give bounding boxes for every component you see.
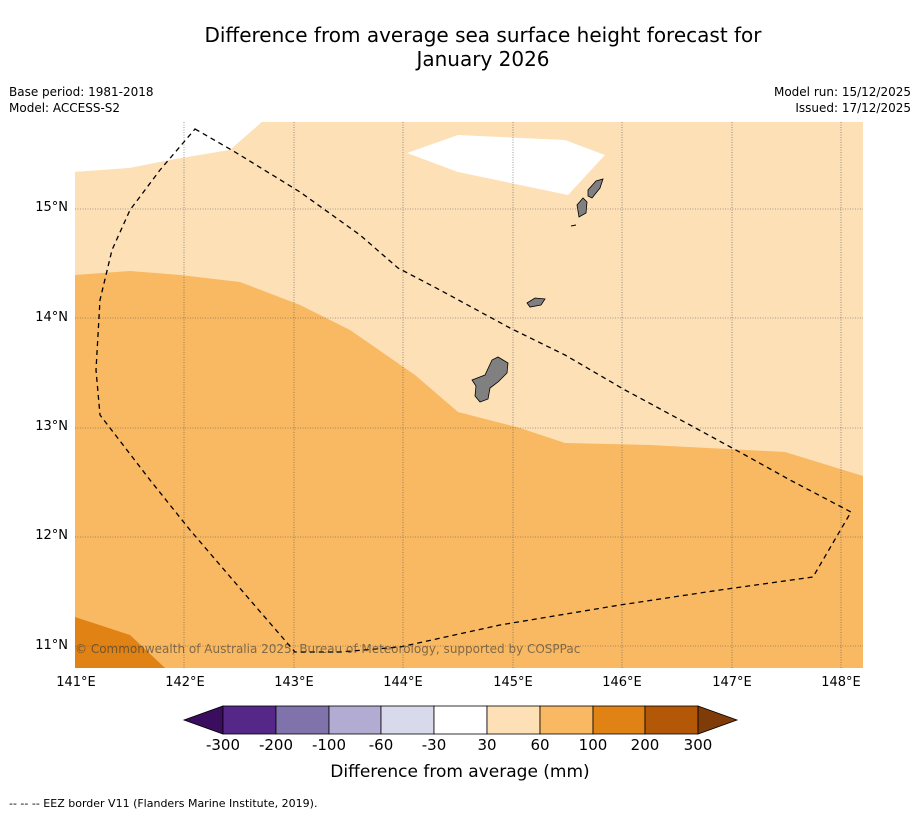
colorbar-label-neg300: -300 — [205, 736, 241, 754]
lon-tick-142: 142°E — [165, 675, 205, 690]
meta-left: Base period: 1981-2018 Model: ACCESS-S2 — [9, 84, 154, 116]
rota-island — [526, 297, 546, 308]
colorbar-bin-100-200 — [592, 705, 646, 735]
lon-tick-148: 148°E — [821, 675, 861, 690]
model-run: Model run: 15/12/2025 — [773, 85, 911, 99]
aguijan-island — [570, 224, 577, 227]
colorbar-extend-low — [182, 705, 224, 735]
colorbar-label-neg100: -100 — [311, 736, 347, 754]
copyright-text: © Commonwealth of Australia 2025, Bureau… — [75, 642, 580, 656]
lat-tick-11: 11°N — [35, 638, 68, 653]
colorbar-label-300: 300 — [683, 736, 713, 754]
map-title: Difference from average sea surface heig… — [133, 23, 833, 71]
anomaly-neutral-region-north — [407, 135, 605, 195]
guam-island — [471, 356, 509, 403]
colorbar-bin-neg100-neg60 — [328, 705, 382, 735]
colorbar-bin-200-300 — [644, 705, 699, 735]
colorbar-label-100: 100 — [578, 736, 608, 754]
lat-tick-14: 14°N — [35, 310, 68, 325]
lat-tick-15: 15°N — [35, 200, 68, 215]
colorbar-extend-high — [697, 705, 739, 735]
colorbar-bin-neg60-neg30 — [380, 705, 435, 735]
colorbar-label-30: 30 — [477, 736, 497, 754]
colorbar-bin-neg200-neg100 — [275, 705, 330, 735]
title-line-2: January 2026 — [416, 47, 550, 71]
colorbar-bin-60-100 — [539, 705, 594, 735]
model-name: Model: ACCESS-S2 — [9, 101, 121, 115]
colorbar-bin-neg30-30 — [433, 705, 488, 735]
anomaly-neutral-region-west — [75, 122, 262, 172]
eez-footnote: -- -- -- EEZ border V11 (Flanders Marine… — [9, 797, 318, 810]
map-area: © Commonwealth of Australia 2025, Bureau… — [75, 122, 863, 668]
lon-tick-146: 146°E — [602, 675, 642, 690]
issued-date: Issued: 17/12/2025 — [795, 101, 911, 115]
saipan-island — [587, 178, 604, 199]
colorbar-label-neg200: -200 — [258, 736, 294, 754]
colorbar — [182, 705, 739, 735]
graticule — [75, 122, 863, 668]
lon-tick-144: 144°E — [383, 675, 423, 690]
colorbar-label-neg30: -30 — [421, 736, 447, 754]
colorbar-label-neg60: -60 — [368, 736, 394, 754]
tinian-island — [576, 197, 588, 218]
lon-tick-141: 141°E — [56, 675, 96, 690]
title-line-1: Difference from average sea surface heig… — [204, 23, 762, 47]
colorbar-title: Difference from average (mm) — [330, 762, 590, 782]
colorbar-bin-30-60 — [486, 705, 541, 735]
lon-tick-145: 145°E — [493, 675, 533, 690]
anomaly-200-300-region — [75, 617, 165, 668]
colorbar-bin-neg300-neg200 — [222, 705, 277, 735]
lon-tick-147: 147°E — [712, 675, 752, 690]
meta-right: Model run: 15/12/2025 Issued: 17/12/2025 — [774, 84, 911, 116]
colorbar-label-200: 200 — [630, 736, 660, 754]
lat-tick-13: 13°N — [35, 419, 68, 434]
lon-tick-143: 143°E — [274, 675, 314, 690]
anomaly-60-100-region — [75, 122, 863, 476]
lat-tick-12: 12°N — [35, 528, 68, 543]
colorbar-label-60: 60 — [530, 736, 550, 754]
base-period: Base period: 1981-2018 — [9, 85, 154, 99]
